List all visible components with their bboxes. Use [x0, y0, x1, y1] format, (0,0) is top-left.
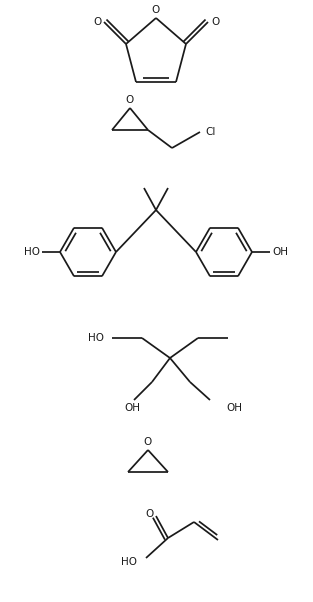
Text: O: O — [144, 437, 152, 447]
Text: HO: HO — [24, 247, 40, 257]
Text: OH: OH — [226, 403, 242, 413]
Text: HO: HO — [121, 557, 137, 567]
Text: O: O — [93, 17, 101, 27]
Text: HO: HO — [88, 333, 104, 343]
Text: OH: OH — [272, 247, 288, 257]
Text: O: O — [145, 509, 153, 519]
Text: O: O — [211, 17, 219, 27]
Text: O: O — [126, 95, 134, 105]
Text: O: O — [152, 5, 160, 15]
Text: Cl: Cl — [206, 127, 216, 137]
Text: OH: OH — [124, 403, 140, 413]
